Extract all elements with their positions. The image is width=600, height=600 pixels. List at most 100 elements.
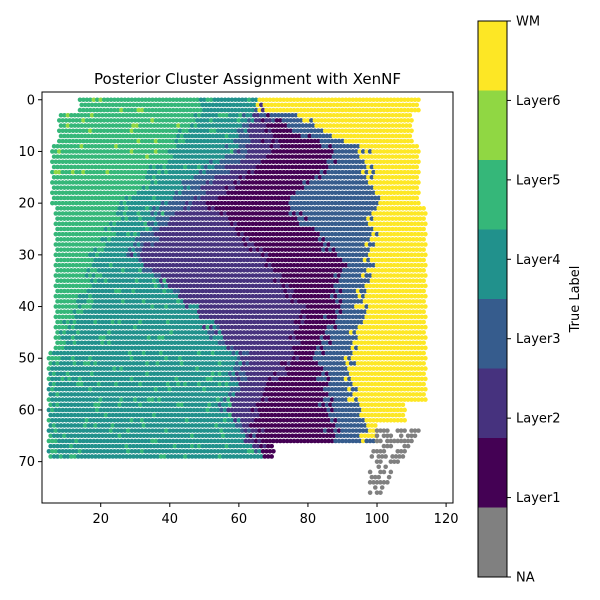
spot-layer3: [205, 169, 211, 175]
spot-wm: [378, 107, 383, 113]
spot-layer5: [143, 118, 148, 123]
spot-layer4: [164, 180, 169, 185]
spot-layer5: [67, 190, 72, 196]
spot-layer3: [326, 138, 331, 144]
spot-layer5: [120, 143, 126, 149]
spot-layer5: [72, 216, 78, 221]
spot-layer5: [107, 102, 112, 108]
spot-layer4: [226, 97, 231, 103]
spot-layer5: [138, 123, 143, 128]
spot-wm: [386, 206, 392, 211]
spot-layer1: [278, 200, 283, 206]
spot-layer2: [215, 190, 221, 196]
spot-layer5: [56, 128, 62, 134]
spot-layer5: [155, 154, 160, 159]
spot-layer3: [188, 190, 193, 196]
spot-layer1: [278, 128, 283, 134]
spot-layer5: [72, 185, 78, 190]
spot-wm: [395, 190, 401, 196]
spot-wm: [335, 123, 340, 128]
spot-layer1: [226, 200, 231, 206]
spot-wm: [355, 123, 361, 128]
spot-layer5: [94, 138, 100, 144]
spot-layer3: [181, 190, 186, 196]
spot-layer3: [259, 112, 264, 118]
spot-layer4: [162, 185, 167, 190]
spot-layer4: [179, 164, 185, 170]
spot-layer1: [229, 190, 235, 196]
spot-layer3: [355, 185, 361, 190]
spot-layer4: [174, 149, 179, 154]
spot-layer3: [245, 123, 250, 128]
spot-layer1: [293, 216, 299, 221]
spot-layer5: [139, 138, 145, 144]
spot-wm: [397, 154, 402, 159]
spot-layer1: [253, 200, 259, 206]
spot-layer5: [229, 149, 235, 154]
spot-wm: [303, 102, 309, 108]
spot-layer5: [103, 195, 109, 201]
spot-layer4: [176, 164, 181, 170]
spot-layer3: [165, 206, 171, 211]
spot-layer3: [345, 164, 350, 170]
spot-layer2: [250, 128, 255, 134]
spot-layer3: [314, 133, 319, 139]
spot-wm: [423, 314, 428, 320]
spot-wm: [410, 195, 416, 201]
spot-wm: [305, 97, 311, 103]
spot-layer1: [272, 206, 278, 211]
spot-layer5: [88, 149, 93, 154]
spot-layer5: [107, 175, 112, 180]
spot-layer2: [169, 216, 174, 221]
spot-layer4: [193, 164, 198, 170]
spot-wm: [388, 118, 394, 123]
spot-layer2: [231, 175, 236, 180]
spot-wm: [385, 159, 390, 165]
spot-wm: [400, 112, 406, 118]
spot-wm: [260, 97, 266, 103]
spot-layer1: [295, 149, 300, 154]
spot-layer5: [103, 123, 109, 128]
spot-layer3: [362, 206, 368, 211]
spot-layer5: [132, 190, 138, 196]
spot-layer3: [362, 216, 368, 221]
spot-layer4: [212, 159, 217, 165]
spot-layer3: [338, 185, 344, 190]
spot-layer5: [74, 128, 79, 134]
spot-layer3: [208, 159, 214, 165]
spot-layer5: [181, 138, 186, 144]
spot-layer4: [131, 195, 136, 201]
spot-layer4: [222, 118, 228, 123]
spot-layer4: [184, 169, 190, 175]
spot-wm: [385, 180, 390, 185]
spot-layer2: [262, 143, 268, 149]
spot-layer4: [164, 190, 169, 196]
spot-wm: [267, 107, 273, 113]
spot-layer5: [148, 143, 154, 149]
spot-layer3: [309, 128, 314, 134]
spot-layer3: [357, 159, 363, 165]
spot-layer3: [369, 206, 375, 211]
spot-layer4: [174, 159, 179, 165]
spot-wm: [423, 242, 428, 247]
spot-layer1: [295, 180, 300, 185]
spot-layer1: [297, 185, 302, 190]
spot-wm: [338, 112, 344, 118]
spot-wm: [378, 138, 383, 144]
spot-layer4: [214, 123, 219, 128]
spot-layer4: [148, 216, 154, 221]
spot-layer3: [321, 216, 326, 221]
spot-wm: [395, 169, 401, 175]
spot-layer5: [110, 154, 116, 159]
spot-layer5: [75, 216, 81, 221]
spot-layer1: [281, 149, 287, 154]
spot-layer1: [274, 169, 280, 175]
spot-layer1: [264, 169, 269, 175]
spot-layer5: [148, 154, 154, 159]
spot-layer5: [84, 118, 90, 123]
spot-wm: [271, 97, 276, 103]
spot-layer5: [134, 154, 140, 159]
spot-wm: [410, 206, 416, 211]
spot-layer3: [314, 175, 319, 180]
spot-layer5: [184, 97, 190, 103]
